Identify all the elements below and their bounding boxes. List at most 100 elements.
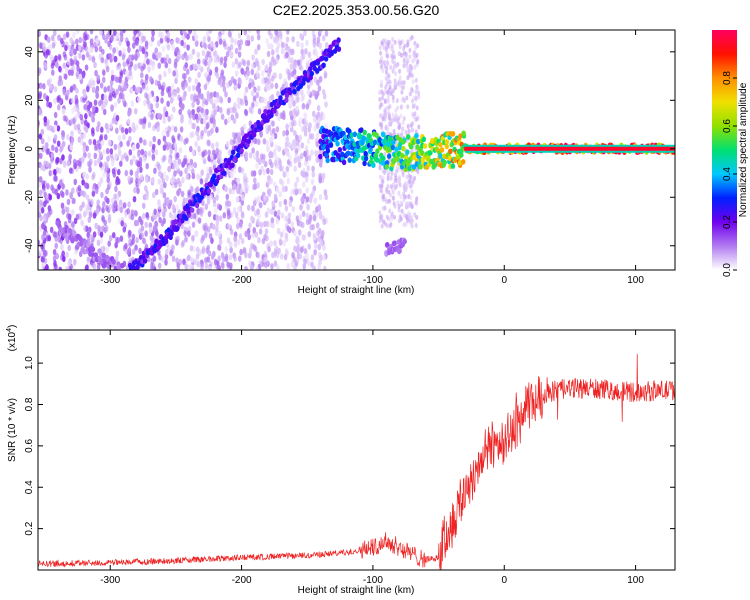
spectrogram-cell	[269, 168, 274, 176]
spectrogram-cell	[402, 116, 406, 122]
spectrogram-cell	[233, 255, 237, 262]
spectrogram-cell	[252, 95, 257, 102]
spectrogram-cell	[280, 212, 285, 219]
colorbar-tick-label: 0.6	[722, 119, 733, 133]
spectrogram-cell	[151, 30, 155, 37]
spectrogram-cell	[155, 51, 160, 59]
spectrogram-cell	[382, 45, 386, 51]
spectrogram-cell	[149, 40, 153, 47]
spectrogram-cell	[131, 42, 136, 49]
spectrogram-cell	[378, 104, 382, 110]
spectrogram-cell	[150, 35, 155, 42]
spectrogram-cell	[100, 56, 105, 64]
spectrogram-cell	[234, 58, 239, 65]
spectrogram-cell	[300, 95, 305, 103]
spectrogram-cell	[268, 95, 273, 102]
spectrogram-cell	[144, 73, 149, 81]
spectrogram-cell	[252, 244, 256, 251]
spectrogram-cell	[181, 80, 185, 88]
spectrogram-cell	[202, 224, 207, 232]
spectrogram-cell	[304, 48, 308, 55]
spectrogram-cell	[236, 134, 241, 142]
spectrogram-feature-cell	[67, 228, 73, 234]
spectrogram-cell	[276, 264, 280, 270]
spectrogram-cell	[253, 197, 258, 204]
spectrogram-cell	[124, 169, 129, 177]
spectrogram-cell	[378, 45, 382, 51]
spectrogram-cell	[310, 254, 315, 261]
spectrogram-cell	[260, 77, 265, 85]
spectrogram-cell	[228, 80, 232, 87]
spectrogram-cell	[402, 80, 406, 86]
spectrogram-cell	[224, 253, 229, 260]
spectrogram-cell	[306, 88, 311, 96]
spectrogram-cell	[313, 249, 317, 256]
spectrogram-cell	[297, 144, 301, 152]
spectrogram-feature-cell	[345, 150, 351, 157]
snr-x-tick-label: -100	[363, 575, 383, 586]
spectrogram-cell	[224, 246, 229, 253]
spectrogram-cell	[298, 188, 303, 195]
spectrogram-cell	[137, 180, 141, 187]
spectrogram-cell	[290, 95, 294, 102]
spectrogram-cell	[118, 65, 122, 72]
spectrogram-cell	[178, 258, 183, 266]
spectrogram-cell	[168, 199, 173, 206]
spectrogram-cell	[136, 86, 141, 93]
spectrogram-cell	[163, 181, 167, 189]
spectrogram-cell	[41, 222, 45, 230]
spectrogram-cell	[257, 108, 262, 115]
spectrogram-cell	[274, 30, 279, 36]
spectrogram-cell	[287, 74, 292, 81]
spectrogram-cell	[415, 214, 419, 220]
spectrogram-cell	[158, 254, 162, 261]
spectrogram-cell	[92, 139, 97, 146]
spectrogram-cell	[112, 30, 117, 36]
spectrogram-cell	[65, 66, 69, 74]
spectrogram-cell	[128, 229, 132, 237]
spectrogram-cell	[278, 32, 283, 40]
spectrogram-cell	[70, 97, 75, 104]
spectrogram-cell	[80, 133, 85, 141]
spectrogram-cell	[391, 98, 395, 104]
spectrogram-cell	[38, 249, 42, 257]
spectrogram-cell	[40, 137, 45, 145]
spectrogram-cell	[293, 245, 297, 252]
spectrogram-cell	[413, 40, 417, 46]
spectrogram-cell	[390, 170, 394, 176]
spectrogram-cell	[138, 156, 143, 164]
spectrogram-x-tick-label: 100	[627, 275, 644, 286]
spectrogram-cell	[65, 251, 69, 258]
spectrogram-cell	[237, 32, 242, 39]
spectrogram-cell	[307, 98, 312, 106]
spectrogram-cell	[298, 214, 303, 221]
svg-text:(x104): (x104)	[6, 325, 18, 352]
spectrogram-cell	[277, 145, 281, 153]
spectrogram-cell	[109, 148, 114, 155]
spectrogram-cell	[70, 130, 74, 137]
spectrogram-cell	[308, 214, 313, 221]
spectrogram-cell	[94, 45, 99, 53]
spectrogram-cell	[201, 49, 206, 57]
spectrogram-cell	[248, 247, 253, 255]
spectrogram-cell	[73, 217, 78, 225]
spectrogram-cell	[264, 82, 269, 89]
spectrogram-cell	[38, 109, 41, 116]
spectrogram-cell	[230, 37, 234, 44]
spectrogram-cell	[200, 117, 204, 125]
spectrogram-cell	[217, 230, 222, 237]
spectrogram-cell	[136, 151, 141, 158]
spectrogram-cell	[255, 150, 260, 157]
spectrogram-feature-cell	[195, 192, 201, 199]
spectrogram-cell	[87, 47, 92, 54]
spectrogram-cell	[51, 59, 56, 67]
spectrogram-cell	[97, 225, 102, 232]
spectrogram-cell	[113, 55, 118, 63]
spectrogram-cell	[413, 57, 417, 63]
spectrogram-cell	[114, 185, 118, 193]
spectrogram-feature-cell	[411, 164, 417, 170]
spectrogram-cell	[273, 193, 278, 201]
spectrogram-cell	[378, 165, 382, 171]
spectrogram-cell	[53, 260, 57, 267]
spectrogram-cell	[408, 212, 412, 218]
